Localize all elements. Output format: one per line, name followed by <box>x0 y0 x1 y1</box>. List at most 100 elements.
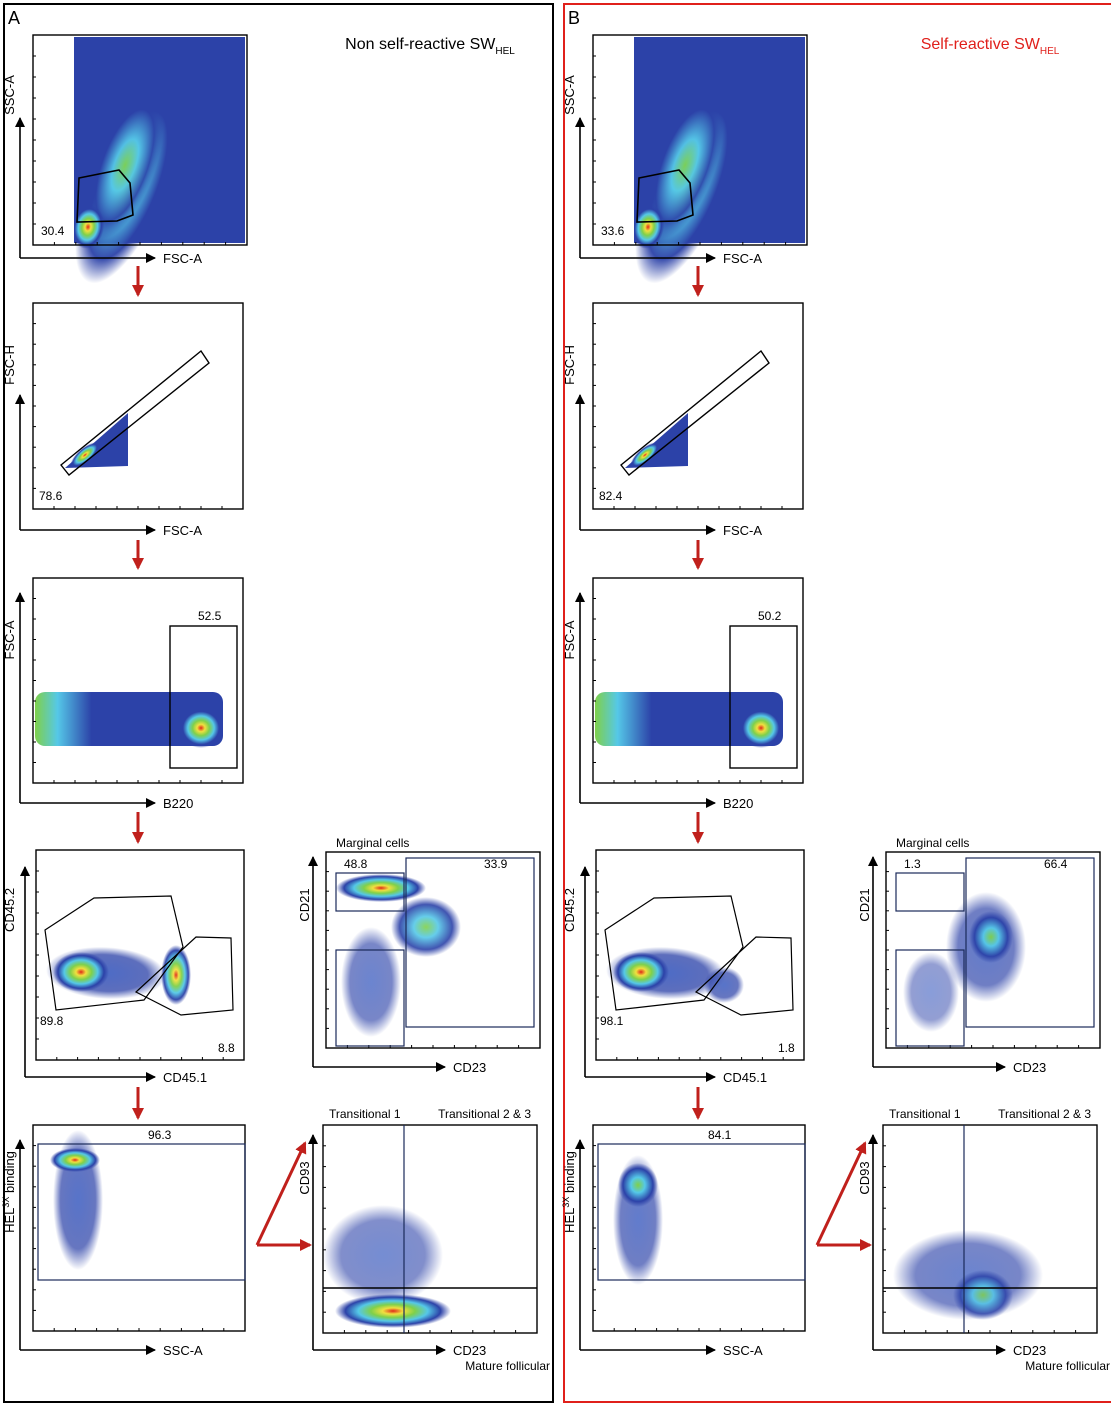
plot-hel-binding: 84.1 SSC-A HEL3X binding <box>561 1124 872 1358</box>
density-cloud <box>50 1148 100 1172</box>
y-axis-label: CD21 <box>297 888 312 921</box>
y-axis-label: HEL3X binding <box>1 1151 17 1233</box>
transitional-23-label: Transitional 2 & 3 <box>998 1107 1091 1121</box>
marginal-gate <box>895 872 965 912</box>
plot-cd45: 89.8 8.8 CD45.1 CD45.2 <box>2 849 245 1120</box>
gate-value: 33.6 <box>601 224 625 238</box>
y-axis-label: SSC-A <box>2 75 17 115</box>
hel-gate <box>37 1143 246 1281</box>
y-axis-label: CD93 <box>857 1161 872 1194</box>
transitional-1-label: Transitional 1 <box>329 1107 401 1121</box>
density-cloud <box>323 1205 443 1305</box>
y-axis-label: CD45.2 <box>2 888 17 932</box>
density-cloud <box>630 442 660 468</box>
singlet-gate <box>60 349 210 476</box>
x-axis-label: B220 <box>723 796 753 811</box>
density-cloud <box>70 442 100 468</box>
panel-title: Self-reactive SWHEL <box>921 36 1060 57</box>
plot-singlets: 78.6 FSC-A FSC-H <box>2 302 244 570</box>
cd45-2-gate <box>44 895 184 1011</box>
panel-a: A Non self-reactive SWHEL 30.4 FSC-A SSC-A 78… <box>1 3 554 1403</box>
panel-letter: A <box>8 8 20 28</box>
density-cloud <box>341 927 401 1037</box>
gate-value-left: 48.8 <box>344 857 368 871</box>
follicular-gate <box>965 857 1095 1028</box>
x-axis-label: CD23 <box>1013 1343 1046 1358</box>
density-cloud <box>86 90 164 240</box>
density-cloud <box>336 874 426 902</box>
gate-value: 52.5 <box>198 609 222 623</box>
panel-letter: B <box>568 8 580 28</box>
y-axis-label: CD93 <box>297 1161 312 1194</box>
plot-frame <box>32 302 244 510</box>
x-axis-label: B220 <box>163 796 193 811</box>
x-axis-label: FSC-A <box>163 523 202 538</box>
cd45-1-gate <box>694 936 794 1016</box>
density-cloud <box>631 205 665 249</box>
density-cloud <box>613 952 669 992</box>
density-cloud <box>618 1163 658 1207</box>
panel-title: Non self-reactive SWHEL <box>345 36 515 57</box>
cd45-2-gate <box>604 895 744 1011</box>
x-axis-label: CD23 <box>453 1343 486 1358</box>
b220-gate <box>169 625 238 769</box>
density-cloud <box>739 708 783 748</box>
y-axis-label: FSC-A <box>2 620 17 659</box>
hel-gate <box>597 1143 806 1281</box>
x-axis-label: FSC-A <box>723 523 762 538</box>
lymphocyte-gate <box>76 169 134 223</box>
plot-title: Marginal cells <box>336 836 409 850</box>
plot-frame <box>592 302 804 510</box>
panel-b: B Self-reactive SWHEL 33.6 FSC-A SSC-A 82.4 FS… <box>561 3 1111 1403</box>
density-cloud <box>391 897 461 957</box>
density-cloud <box>953 1270 1013 1320</box>
y-axis-label: CD45.2 <box>562 888 577 932</box>
plot-singlets: 82.4 FSC-A FSC-H <box>562 302 804 570</box>
marginal-gate <box>335 872 405 912</box>
transitional-gate <box>335 949 405 1047</box>
mature-follicular-label: Mature follicular <box>1025 1359 1110 1373</box>
x-axis-label: CD45.1 <box>163 1070 207 1085</box>
plot-transitional: Transitional 1 Transitional 2 & 3 CD23 CD93… <box>857 1107 1110 1373</box>
gate-value: 78.6 <box>39 489 63 503</box>
x-axis-label: SSC-A <box>163 1343 203 1358</box>
gate-value-left: 89.8 <box>40 1014 64 1028</box>
y-axis-label: FSC-A <box>562 620 577 659</box>
density-cloud <box>161 945 191 1005</box>
y-axis-label: HEL3X binding <box>561 1151 577 1233</box>
plot-b220: 52.5 B220 FSC-A <box>2 577 244 844</box>
gate-value-left: 98.1 <box>600 1014 624 1028</box>
plot-marginal: Marginal cells 48.8 33.9 CD23 CD21 <box>297 836 541 1075</box>
plot-cd45: 98.1 1.8 CD45.1 CD45.2 <box>562 849 805 1120</box>
density-cloud <box>903 952 959 1032</box>
density-cloud <box>179 708 223 748</box>
gate-value-right: 8.8 <box>218 1041 235 1055</box>
density-cloud <box>969 911 1013 963</box>
density-band <box>595 692 783 746</box>
x-axis-label: SSC-A <box>723 1343 763 1358</box>
follicular-gate <box>405 857 535 1028</box>
y-axis-label: CD21 <box>857 888 872 921</box>
plot-fsc-ssc: 30.4 FSC-A SSC-A <box>2 34 248 297</box>
plot-marginal: Marginal cells 1.3 66.4 CD23 CD21 <box>857 836 1101 1075</box>
flow-arrow <box>255 1141 307 1246</box>
plot-hel-binding: 96.3 SSC-A HEL3X binding <box>1 1124 312 1358</box>
density-cloud <box>335 1294 451 1328</box>
gate-value-right: 1.8 <box>778 1041 795 1055</box>
y-axis-label: FSC-H <box>562 345 577 385</box>
flow-arrow <box>815 1141 867 1246</box>
gate-value-left: 1.3 <box>904 857 921 871</box>
plot-transitional: Transitional 1 Transitional 2 & 3 CD23 CD93… <box>297 1107 550 1373</box>
mature-follicular-label: Mature follicular <box>465 1359 550 1373</box>
gate-value: 50.2 <box>758 609 782 623</box>
x-axis-label: CD23 <box>1013 1060 1046 1075</box>
density-cloud <box>53 952 109 992</box>
panel-border <box>563 3 1111 1403</box>
cd45-1-gate <box>134 936 234 1016</box>
density-cloud <box>71 205 105 249</box>
transitional-gate <box>895 949 965 1047</box>
y-axis-label: SSC-A <box>562 75 577 115</box>
gate-value: 96.3 <box>148 1128 172 1142</box>
transitional-1-label: Transitional 1 <box>889 1107 961 1121</box>
